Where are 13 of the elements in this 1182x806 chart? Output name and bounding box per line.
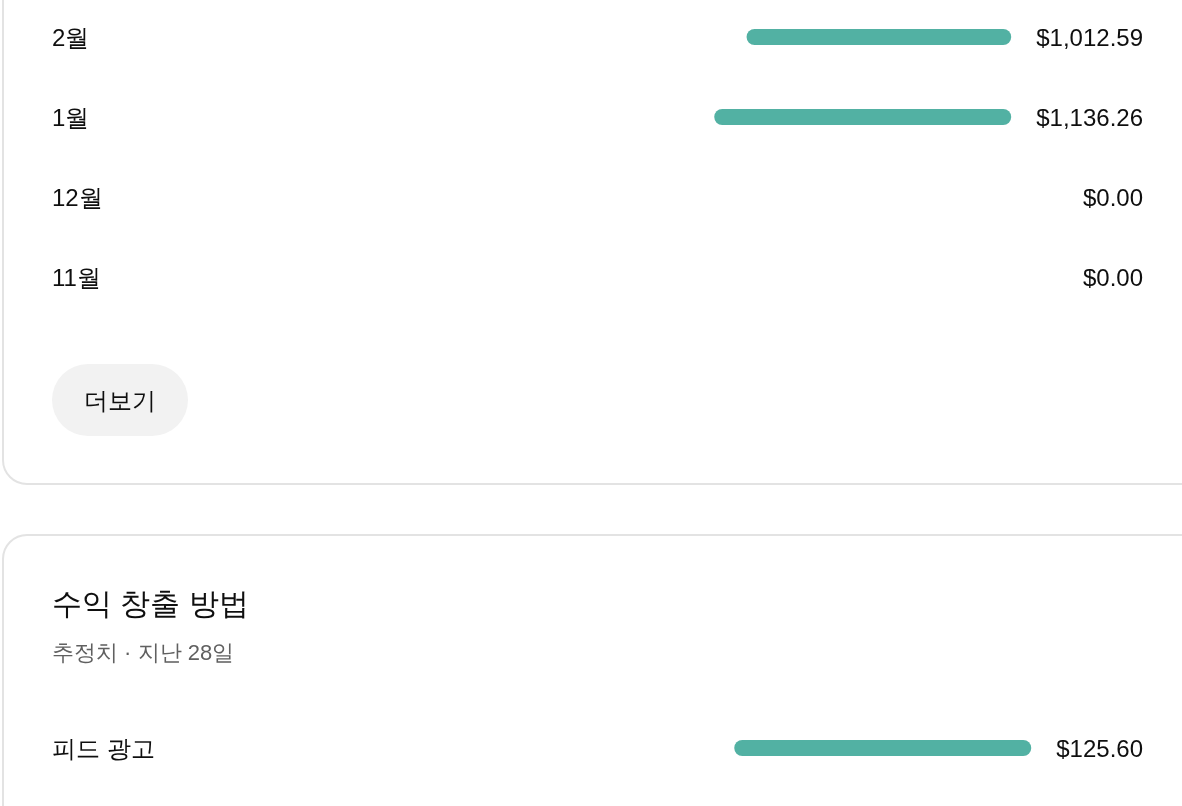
value-label: $1,012.59 bbox=[1036, 23, 1143, 51]
value-label: $1,136.26 bbox=[1036, 103, 1143, 131]
category-label: 피드 광고 bbox=[52, 734, 155, 762]
value-label: $0.00 bbox=[1082, 263, 1143, 291]
button-label: 더보기 bbox=[84, 386, 156, 414]
value-label: $125.60 bbox=[1056, 734, 1143, 762]
category-label: 2월 bbox=[52, 23, 90, 51]
category-label: 12월 bbox=[52, 183, 103, 211]
title: 수익 창출 방법 bbox=[52, 586, 249, 620]
category-label: 11월 bbox=[52, 263, 101, 291]
subtitle: 추정치 · 지난 28일 bbox=[52, 639, 235, 665]
value-label: $0.00 bbox=[1082, 183, 1143, 211]
category-label: 1월 bbox=[52, 103, 90, 131]
